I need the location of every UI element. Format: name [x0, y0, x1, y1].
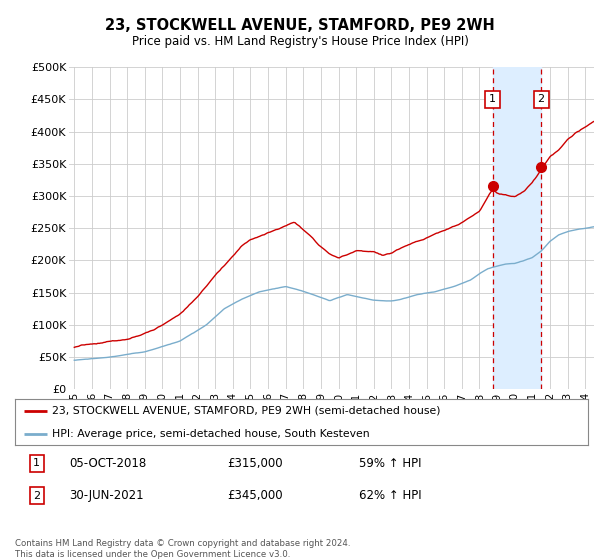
Text: 30-JUN-2021: 30-JUN-2021 [70, 489, 144, 502]
Bar [493, 67, 541, 389]
Text: £345,000: £345,000 [227, 489, 283, 502]
Text: 59% ↑ HPI: 59% ↑ HPI [359, 457, 421, 470]
Text: 62% ↑ HPI: 62% ↑ HPI [359, 489, 421, 502]
Text: 2: 2 [33, 491, 40, 501]
Text: £315,000: £315,000 [227, 457, 283, 470]
Text: 23, STOCKWELL AVENUE, STAMFORD, PE9 2WH: 23, STOCKWELL AVENUE, STAMFORD, PE9 2WH [105, 18, 495, 33]
Text: Price paid vs. HM Land Registry's House Price Index (HPI): Price paid vs. HM Land Registry's House … [131, 35, 469, 48]
Text: 1: 1 [489, 95, 496, 104]
Text: Contains HM Land Registry data © Crown copyright and database right 2024.
This d: Contains HM Land Registry data © Crown c… [15, 539, 350, 559]
Text: 2: 2 [538, 95, 545, 104]
Text: 1: 1 [33, 459, 40, 469]
Text: 05-OCT-2018: 05-OCT-2018 [70, 457, 146, 470]
Text: 23, STOCKWELL AVENUE, STAMFORD, PE9 2WH (semi-detached house): 23, STOCKWELL AVENUE, STAMFORD, PE9 2WH … [52, 406, 441, 416]
Text: HPI: Average price, semi-detached house, South Kesteven: HPI: Average price, semi-detached house,… [52, 429, 370, 438]
